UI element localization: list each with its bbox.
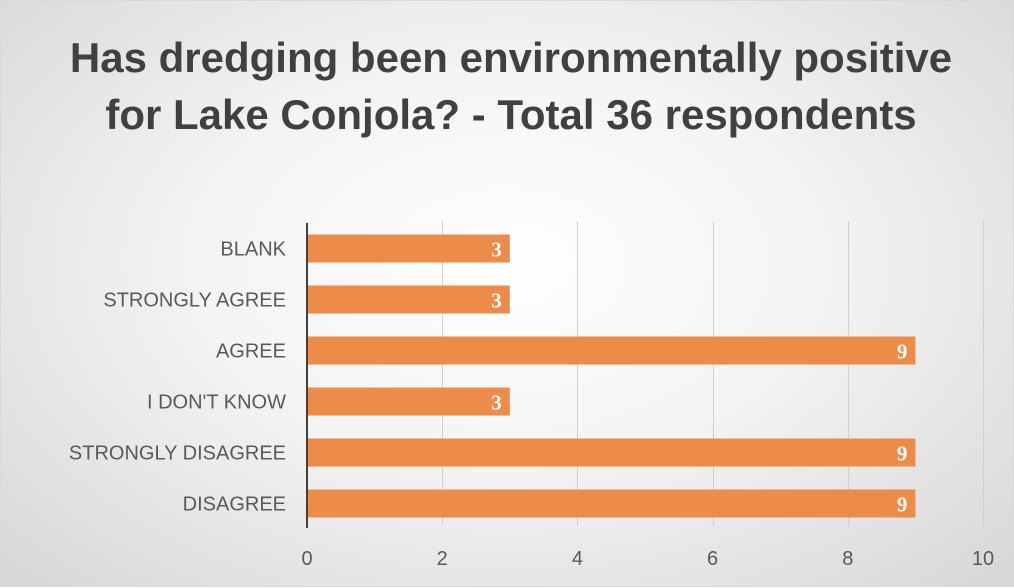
bar [307, 285, 510, 314]
bar [307, 336, 916, 365]
x-tick-label: 4 [572, 548, 583, 570]
category-label: STRONGLY DISAGREE [69, 443, 286, 465]
category-label: AGREE [216, 341, 286, 363]
data-label: 3 [491, 391, 502, 415]
chart-title: Has dredging been environmentally positi… [69, 34, 953, 138]
x-tick-label: 0 [301, 548, 312, 570]
bar [307, 234, 510, 263]
category-label: BLANK [220, 239, 286, 261]
x-tick-label: 8 [842, 548, 853, 570]
category-label: DISAGREE [183, 494, 286, 516]
category-label: I DON'T KNOW [147, 392, 286, 414]
bar [307, 387, 510, 416]
bar [307, 438, 916, 467]
data-label: 3 [491, 289, 502, 313]
data-label: 3 [491, 238, 502, 262]
data-label: 9 [897, 442, 908, 466]
x-tick-label: 2 [437, 548, 448, 570]
data-label: 9 [897, 493, 908, 517]
x-tick-label: 6 [707, 548, 718, 570]
x-tick-label: 10 [972, 548, 994, 570]
category-label: STRONGLY AGREE [103, 290, 286, 312]
data-label: 9 [897, 340, 908, 364]
bar [307, 489, 916, 518]
